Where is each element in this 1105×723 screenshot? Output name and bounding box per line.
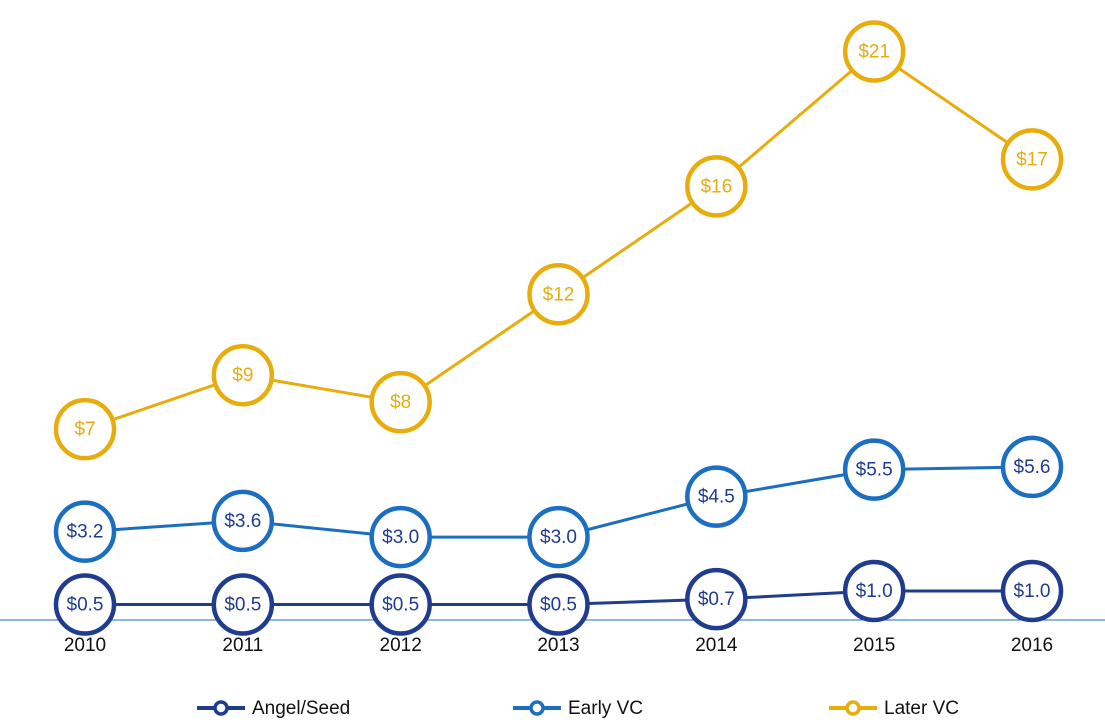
data-label: $8: [390, 392, 411, 413]
point-marker: [211, 573, 275, 636]
data-label: $3.0: [540, 527, 577, 548]
x-tick-label: 2015: [853, 635, 895, 656]
x-tick-label: 2012: [380, 635, 422, 656]
x-tick-label: 2011: [222, 635, 263, 656]
data-label: $7: [74, 419, 95, 440]
data-label: $0.5: [540, 595, 577, 616]
legend-marker: [845, 700, 861, 716]
data-label: $3.0: [382, 527, 419, 548]
point-marker: [685, 465, 748, 528]
point-marker: [1000, 435, 1064, 499]
data-label: $16: [700, 176, 732, 197]
point-marker: [53, 397, 117, 461]
point-marker: [1000, 559, 1064, 623]
x-tick-label: 2013: [537, 635, 579, 656]
point-marker: [685, 155, 748, 218]
point-marker: [842, 20, 906, 83]
legend-label: Early VC: [568, 698, 643, 719]
legend-label: Later VC: [884, 698, 959, 719]
data-label: $3.6: [224, 511, 261, 532]
point-marker: [527, 505, 590, 569]
x-tick-label: 2010: [64, 635, 106, 656]
point-marker: [53, 500, 117, 563]
point-marker: [527, 263, 590, 326]
point-marker: [685, 567, 748, 631]
point-marker: [211, 343, 275, 407]
data-label: $21: [858, 41, 890, 62]
point-marker: [1000, 128, 1064, 191]
data-label: $0.5: [224, 595, 261, 616]
data-label: $5.5: [856, 460, 893, 481]
data-label: $3.2: [67, 522, 104, 543]
legend-label: Angel/Seed: [252, 698, 350, 719]
point-marker: [369, 505, 432, 569]
point-marker: [527, 573, 590, 636]
point-marker: [842, 438, 906, 501]
point-marker: [369, 370, 432, 434]
data-label: $1.0: [856, 581, 893, 602]
legend-marker: [529, 700, 545, 716]
point-marker: [842, 559, 906, 623]
data-label: $1.0: [1014, 581, 1051, 602]
data-label: $5.6: [1014, 457, 1051, 478]
data-label: $4.5: [698, 487, 735, 508]
data-label: $0.5: [67, 595, 104, 616]
x-tick-label: 2016: [1011, 635, 1053, 656]
point-marker: [53, 573, 117, 636]
data-label: $0.7: [698, 589, 735, 610]
data-label: $17: [1016, 149, 1048, 170]
data-label: $12: [543, 284, 575, 305]
point-marker: [211, 489, 275, 553]
data-label: $9: [232, 365, 253, 386]
data-label: $0.5: [382, 595, 419, 616]
x-tick-label: 2014: [695, 635, 738, 656]
legend-marker: [213, 700, 229, 716]
point-marker: [369, 573, 432, 636]
